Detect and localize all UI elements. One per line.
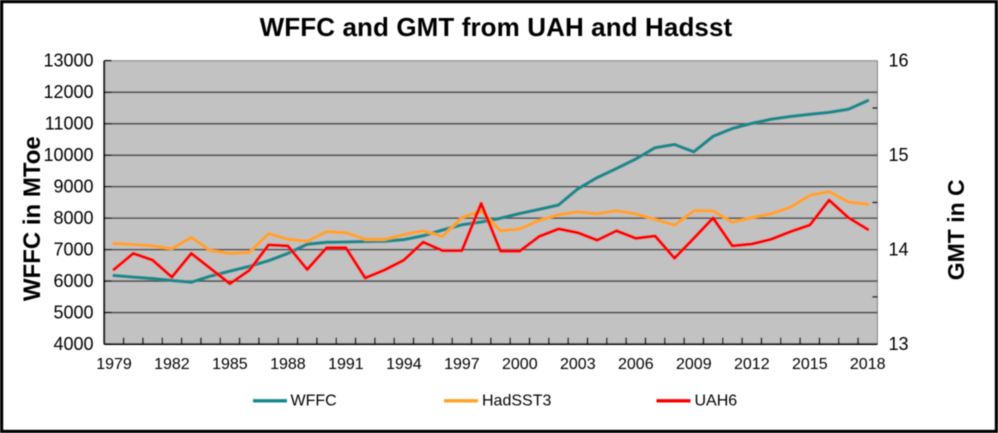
svg-text:WFFC: WFFC [291, 392, 337, 409]
svg-text:11000: 11000 [45, 114, 94, 134]
svg-text:2015: 2015 [792, 356, 828, 373]
svg-text:1985: 1985 [212, 356, 248, 373]
svg-text:HadSST3: HadSST3 [482, 392, 551, 409]
svg-text:1988: 1988 [270, 356, 306, 373]
svg-text:1991: 1991 [328, 356, 364, 373]
svg-text:1982: 1982 [154, 356, 190, 373]
svg-text:12000: 12000 [43, 82, 93, 102]
svg-text:15: 15 [889, 145, 909, 165]
svg-text:10000: 10000 [43, 145, 93, 165]
svg-text:16: 16 [889, 51, 909, 71]
svg-text:GMT in C: GMT in C [943, 179, 969, 280]
svg-text:4000: 4000 [53, 334, 93, 354]
svg-text:2003: 2003 [560, 356, 596, 373]
svg-text:13: 13 [889, 334, 909, 354]
svg-text:7000: 7000 [53, 239, 93, 259]
svg-text:6000: 6000 [53, 271, 93, 291]
svg-text:1997: 1997 [444, 356, 480, 373]
svg-text:1979: 1979 [96, 356, 132, 373]
svg-text:2012: 2012 [734, 356, 770, 373]
svg-text:1994: 1994 [386, 356, 422, 373]
svg-text:WFFC in MToe: WFFC in MToe [19, 136, 46, 301]
svg-text:5000: 5000 [53, 302, 93, 322]
svg-text:2000: 2000 [502, 356, 538, 373]
svg-text:UAH6: UAH6 [695, 392, 738, 409]
svg-text:2009: 2009 [676, 356, 712, 373]
svg-text:2018: 2018 [850, 356, 886, 373]
svg-text:9000: 9000 [53, 176, 93, 196]
svg-text:WFFC and GMT from UAH and Hads: WFFC and GMT from UAH and Hadsst [260, 12, 733, 42]
svg-text:2006: 2006 [618, 356, 654, 373]
svg-text:14: 14 [889, 239, 909, 259]
svg-text:8000: 8000 [53, 208, 93, 228]
svg-text:13000: 13000 [43, 51, 93, 71]
